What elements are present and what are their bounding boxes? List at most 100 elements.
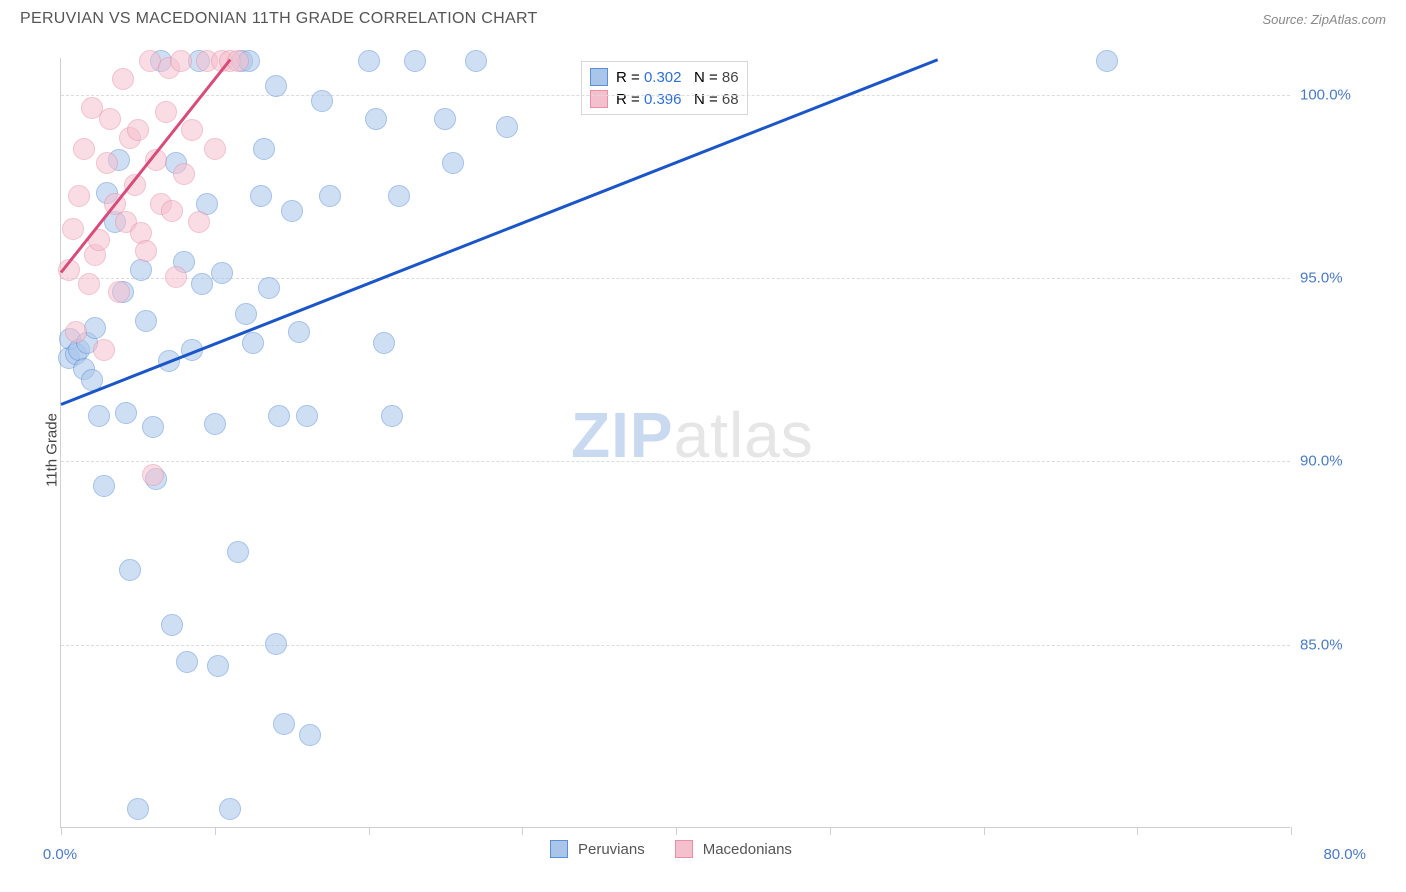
data-point bbox=[242, 332, 264, 354]
x-tick bbox=[984, 827, 985, 835]
data-point bbox=[84, 317, 106, 339]
data-point bbox=[319, 185, 341, 207]
legend-item-macedonians: Macedonians bbox=[675, 840, 792, 858]
data-point bbox=[358, 50, 380, 72]
data-point bbox=[127, 798, 149, 820]
data-point bbox=[250, 185, 272, 207]
gridline bbox=[61, 278, 1290, 279]
data-point bbox=[142, 464, 164, 486]
data-point bbox=[127, 119, 149, 141]
data-point bbox=[465, 50, 487, 72]
data-point bbox=[130, 259, 152, 281]
trend-line bbox=[60, 58, 937, 405]
correlation-legend: R = 0.302 N = 86 R = 0.396 N = 68 bbox=[581, 61, 748, 115]
data-point bbox=[65, 321, 87, 343]
plot-region: ZIPatlas R = 0.302 N = 86 R = 0.396 N = … bbox=[60, 58, 1290, 828]
data-point bbox=[135, 240, 157, 262]
data-point bbox=[181, 119, 203, 141]
y-tick-label: 85.0% bbox=[1300, 636, 1370, 653]
data-point bbox=[207, 655, 229, 677]
data-point bbox=[227, 541, 249, 563]
data-point bbox=[62, 218, 84, 240]
data-point bbox=[281, 200, 303, 222]
data-point bbox=[265, 633, 287, 655]
data-point bbox=[142, 416, 164, 438]
data-point bbox=[119, 559, 141, 581]
data-point bbox=[165, 266, 187, 288]
legend-row-macedonians: R = 0.396 N = 68 bbox=[590, 88, 739, 110]
series-legend: Peruvians Macedonians bbox=[550, 840, 792, 858]
data-point bbox=[258, 277, 280, 299]
data-point bbox=[496, 116, 518, 138]
data-point bbox=[311, 90, 333, 112]
data-point bbox=[78, 273, 100, 295]
x-tick bbox=[1291, 827, 1292, 835]
data-point bbox=[99, 108, 121, 130]
data-point bbox=[404, 50, 426, 72]
data-point bbox=[88, 405, 110, 427]
x-tick bbox=[215, 827, 216, 835]
data-point bbox=[365, 108, 387, 130]
x-tick bbox=[522, 827, 523, 835]
data-point bbox=[373, 332, 395, 354]
y-tick-label: 100.0% bbox=[1300, 86, 1370, 103]
y-tick-label: 90.0% bbox=[1300, 453, 1370, 470]
swatch-peruvians bbox=[590, 68, 608, 86]
data-point bbox=[219, 798, 241, 820]
gridline bbox=[61, 461, 1290, 462]
legend-item-peruvians: Peruvians bbox=[550, 840, 645, 858]
data-point bbox=[388, 185, 410, 207]
data-point bbox=[112, 68, 134, 90]
data-point bbox=[173, 163, 195, 185]
data-point bbox=[161, 200, 183, 222]
y-tick-label: 95.0% bbox=[1300, 270, 1370, 287]
data-point bbox=[296, 405, 318, 427]
data-point bbox=[204, 138, 226, 160]
chart-header: PERUVIAN VS MACEDONIAN 11TH GRADE CORREL… bbox=[0, 0, 1406, 34]
legend-row-peruvians: R = 0.302 N = 86 bbox=[590, 66, 739, 88]
x-tick-label-left: 0.0% bbox=[43, 846, 77, 863]
data-point bbox=[176, 651, 198, 673]
data-point bbox=[235, 303, 257, 325]
x-tick bbox=[369, 827, 370, 835]
data-point bbox=[191, 273, 213, 295]
data-point bbox=[68, 185, 90, 207]
chart-source: Source: ZipAtlas.com bbox=[1262, 12, 1386, 27]
data-point bbox=[155, 101, 177, 123]
x-tick bbox=[61, 827, 62, 835]
data-point bbox=[204, 413, 226, 435]
chart-title: PERUVIAN VS MACEDONIAN 11TH GRADE CORREL… bbox=[20, 10, 538, 28]
chart-area: 11th Grade ZIPatlas R = 0.302 N = 86 R =… bbox=[20, 40, 1386, 860]
data-point bbox=[93, 339, 115, 361]
data-point bbox=[265, 75, 287, 97]
x-tick bbox=[830, 827, 831, 835]
data-point bbox=[253, 138, 275, 160]
data-point bbox=[108, 281, 130, 303]
data-point bbox=[381, 405, 403, 427]
data-point bbox=[170, 50, 192, 72]
data-point bbox=[135, 310, 157, 332]
data-point bbox=[93, 475, 115, 497]
data-point bbox=[268, 405, 290, 427]
data-point bbox=[288, 321, 310, 343]
gridline bbox=[61, 95, 1290, 96]
data-point bbox=[161, 614, 183, 636]
data-point bbox=[1096, 50, 1118, 72]
data-point bbox=[211, 262, 233, 284]
legend-swatch-macedonians bbox=[675, 840, 693, 858]
x-tick-label-right: 80.0% bbox=[1323, 846, 1366, 863]
swatch-macedonians bbox=[590, 90, 608, 108]
y-axis-label: 11th Grade bbox=[43, 413, 60, 487]
data-point bbox=[434, 108, 456, 130]
legend-swatch-peruvians bbox=[550, 840, 568, 858]
x-tick bbox=[1137, 827, 1138, 835]
x-tick bbox=[676, 827, 677, 835]
data-point bbox=[299, 724, 321, 746]
gridline bbox=[61, 645, 1290, 646]
data-point bbox=[96, 152, 118, 174]
data-point bbox=[115, 402, 137, 424]
data-point bbox=[442, 152, 464, 174]
data-point bbox=[273, 713, 295, 735]
data-point bbox=[188, 211, 210, 233]
data-point bbox=[73, 138, 95, 160]
